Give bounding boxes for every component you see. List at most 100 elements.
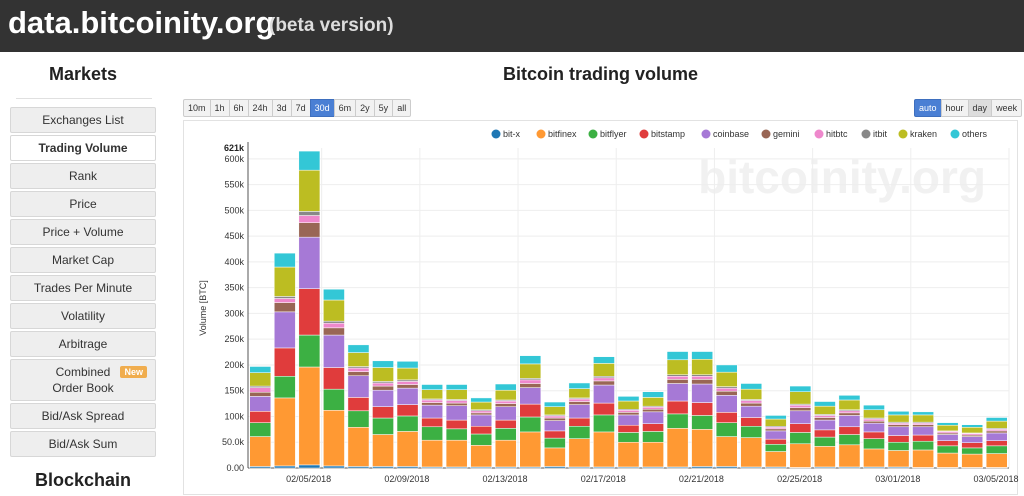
bar-segment-bitflyer[interactable] [372, 417, 394, 435]
bar-segment-bitstamp[interactable] [470, 426, 493, 435]
bar-segment-bitstamp[interactable] [347, 397, 370, 412]
bar-segment-hitbtc[interactable] [838, 410, 861, 414]
bar-segment-gemini[interactable] [887, 424, 910, 428]
bar-segment-bitstamp[interactable] [396, 404, 419, 417]
legend-label-kraken[interactable]: kraken [910, 129, 937, 139]
bar-segment-kraken[interactable] [519, 363, 542, 379]
bar-segment-kraken[interactable] [494, 389, 517, 401]
bar-segment-others[interactable] [323, 288, 345, 301]
bar-segment-others[interactable] [764, 415, 787, 420]
bar-segment-bitfinex[interactable] [715, 436, 738, 467]
bar-segment-bitflyer[interactable] [568, 426, 591, 439]
bar-segment-bitstamp[interactable] [372, 406, 394, 419]
legend-label-gemini[interactable]: gemini [773, 129, 800, 139]
bar-segment-gemini[interactable] [249, 392, 272, 397]
bar-segment-bitfinex[interactable] [544, 447, 566, 467]
sidebar-item-combined-order-book[interactable]: Combined Order Book New [10, 359, 156, 401]
bar-segment-hitbtc[interactable] [568, 398, 591, 402]
bar-segment-bitstamp[interactable] [887, 435, 910, 443]
bar-segment-bitfinex[interactable] [814, 446, 836, 468]
legend-label-others[interactable]: others [962, 129, 988, 139]
bar-segment-bitstamp[interactable] [544, 430, 566, 439]
bar-segment-coinbase[interactable] [396, 387, 419, 405]
bar-segment-bitfinex[interactable] [838, 444, 861, 468]
timespan-button-1h[interactable]: 1h [209, 99, 230, 117]
timespan-button-3d[interactable]: 3d [271, 99, 292, 117]
bar-segment-hitbtc[interactable] [347, 367, 370, 372]
bar-segment-hitbtc[interactable] [740, 400, 763, 404]
bar-segment-gemini[interactable] [298, 222, 321, 238]
timespan-button-5y[interactable]: 5y [373, 99, 394, 117]
bar-segment-bitflyer[interactable] [764, 444, 787, 452]
bar-segment-kraken[interactable] [789, 391, 812, 405]
bar-segment-bitflyer[interactable] [544, 437, 566, 449]
bar-segment-bitstamp[interactable] [740, 417, 763, 427]
bar-segment-bitstamp[interactable] [445, 419, 468, 430]
bar-segment-bitfinex[interactable] [863, 448, 885, 468]
sidebar-item-trading-volume[interactable]: Trading Volume [10, 135, 156, 161]
bar-segment-bitfinex[interactable] [347, 427, 370, 467]
bar-segment-gemini[interactable] [642, 409, 664, 413]
bar-segment-bitflyer[interactable] [691, 415, 713, 430]
bar-segment-bitstamp[interactable] [593, 402, 615, 416]
bar-segment-coinbase[interactable] [789, 410, 812, 424]
bar-segment-gemini[interactable] [912, 424, 934, 428]
bar-segment-coinbase[interactable] [666, 383, 689, 402]
bar-segment-gemini[interactable] [764, 428, 787, 432]
bar-segment-bitfinex[interactable] [568, 438, 591, 468]
bar-segment-coinbase[interactable] [838, 415, 861, 428]
bar-segment-bitstamp[interactable] [421, 417, 443, 428]
bar-segment-others[interactable] [274, 252, 296, 268]
bar-segment-others[interactable] [519, 355, 542, 365]
bar-segment-coinbase[interactable] [274, 311, 296, 349]
bar-segment-bitflyer[interactable] [838, 434, 861, 446]
bar-segment-bitfinex[interactable] [691, 429, 713, 467]
bar-segment-others[interactable] [617, 396, 640, 402]
bar-segment-hitbtc[interactable] [274, 298, 296, 303]
bar-segment-others[interactable] [249, 366, 272, 373]
resolution-button-week[interactable]: week [991, 99, 1023, 117]
bar-segment-hitbtc[interactable] [814, 415, 836, 418]
bar-segment-hitbtc[interactable] [298, 215, 321, 223]
timespan-button-30d[interactable]: 30d [309, 99, 335, 117]
bar-segment-bitfinex[interactable] [666, 428, 689, 468]
bar-segment-coinbase[interactable] [740, 405, 763, 418]
bar-segment-bitflyer[interactable] [323, 388, 345, 411]
bar-segment-coinbase[interactable] [912, 426, 934, 436]
bar-segment-bitflyer[interactable] [887, 441, 910, 451]
bar-segment-bitflyer[interactable] [863, 438, 885, 450]
bar-segment-kraken[interactable] [593, 363, 615, 377]
bar-segment-bitfinex[interactable] [789, 443, 812, 468]
bar-segment-coinbase[interactable] [470, 414, 493, 427]
bar-segment-bitstamp[interactable] [715, 412, 738, 423]
bar-segment-others[interactable] [298, 150, 321, 171]
bar-segment-gemini[interactable] [863, 420, 885, 424]
bar-segment-hitbtc[interactable] [642, 406, 664, 410]
bar-segment-kraken[interactable] [912, 414, 934, 423]
bar-segment-kraken[interactable] [666, 359, 689, 375]
legend-label-coinbase[interactable]: coinbase [713, 129, 749, 139]
bar-segment-others[interactable] [740, 383, 763, 390]
bar-segment-coinbase[interactable] [568, 404, 591, 419]
bar-segment-bitstamp[interactable] [494, 419, 517, 429]
resolution-button-auto[interactable]: auto [914, 99, 942, 117]
bar-segment-bitstamp[interactable] [936, 440, 959, 447]
bar-segment-others[interactable] [372, 360, 394, 368]
bar-segment-kraken[interactable] [445, 389, 468, 400]
bar-segment-kraken[interactable] [421, 389, 443, 400]
bar-segment-kraken[interactable] [323, 299, 345, 322]
bar-segment-gemini[interactable] [445, 402, 468, 406]
timespan-button-all[interactable]: all [392, 99, 412, 117]
bar-segment-bitstamp[interactable] [666, 400, 689, 415]
bar-segment-bitflyer[interactable] [666, 413, 689, 429]
bar-segment-others[interactable] [396, 361, 419, 369]
bar-segment-others[interactable] [470, 397, 493, 403]
bar-segment-bitstamp[interactable] [961, 442, 983, 449]
bar-segment-coinbase[interactable] [715, 395, 738, 413]
bar-segment-bitstamp[interactable] [642, 423, 664, 432]
bar-segment-bitfinex[interactable] [372, 434, 394, 467]
bar-segment-gemini[interactable] [617, 412, 640, 416]
bar-segment-gemini[interactable] [274, 302, 296, 313]
resolution-button-day[interactable]: day [967, 99, 993, 117]
bar-segment-coinbase[interactable] [544, 420, 566, 432]
